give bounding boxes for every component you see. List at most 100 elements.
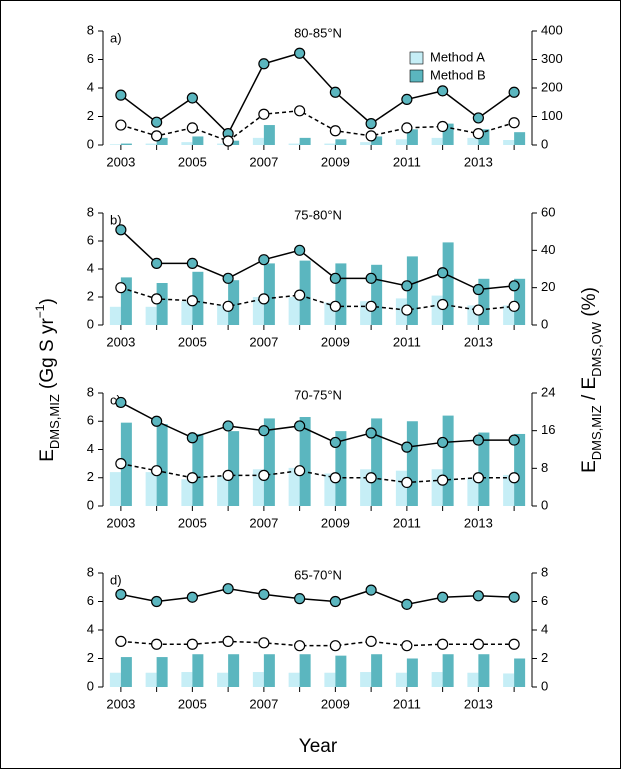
bar <box>145 306 157 325</box>
y2-tick-label: 300 <box>541 51 563 66</box>
marker <box>365 472 377 484</box>
bar <box>156 137 168 145</box>
marker <box>294 47 306 59</box>
bar <box>120 143 132 145</box>
y2-tick-label: 40 <box>541 242 555 257</box>
y-axis-label: EDMS,MIZ (Gg S yr−1) <box>33 298 62 462</box>
bar <box>406 658 418 687</box>
x-tick-label: 2003 <box>106 696 135 711</box>
panel-label: b) <box>110 212 122 227</box>
bar <box>288 143 300 145</box>
y-tick-label: 0 <box>87 316 94 331</box>
marker <box>329 436 341 449</box>
bar <box>252 672 264 687</box>
marker <box>437 120 449 133</box>
bar <box>120 277 132 325</box>
marker <box>258 293 270 305</box>
marker <box>151 465 163 477</box>
bar <box>263 654 275 687</box>
marker <box>294 593 306 605</box>
bar <box>395 139 407 145</box>
bar <box>156 283 168 325</box>
legend-label: Method A <box>430 49 485 64</box>
marker <box>258 254 270 266</box>
bar <box>228 140 240 145</box>
marker <box>437 436 449 449</box>
marker <box>472 128 484 140</box>
marker <box>508 280 520 292</box>
marker <box>222 272 234 284</box>
marker <box>115 458 127 470</box>
line <box>120 229 515 291</box>
y2-tick-label: 6 <box>541 593 548 608</box>
y-tick-label: 4 <box>87 441 94 456</box>
label-part: (Gg S yr <box>37 318 58 395</box>
panel-title: 70-75°N <box>294 387 342 402</box>
bar <box>371 136 383 145</box>
bar <box>299 654 311 687</box>
label-part: DMS,MIZ <box>589 405 604 460</box>
marker <box>401 598 413 610</box>
marker <box>186 92 198 104</box>
bar <box>395 298 407 325</box>
marker <box>222 635 234 648</box>
x-tick-label: 2011 <box>393 515 421 530</box>
bar <box>395 470 407 506</box>
bar <box>299 260 311 325</box>
x-tick-label: 2013 <box>464 334 493 349</box>
marker <box>365 130 377 142</box>
bar <box>431 295 443 325</box>
bar <box>431 672 443 687</box>
marker <box>365 635 377 648</box>
marker <box>437 591 449 603</box>
line <box>120 462 515 484</box>
x-tick-label: 2011 <box>393 334 421 349</box>
legend-swatch <box>409 69 424 83</box>
bar <box>109 472 121 506</box>
marker <box>472 590 484 602</box>
bar <box>217 143 229 145</box>
y-tick-label: 8 <box>87 564 94 579</box>
panel-label: d) <box>110 572 122 587</box>
y2-tick-label: 400 <box>541 22 563 37</box>
bar <box>478 432 490 506</box>
y2-tick-label: 4 <box>541 621 548 636</box>
bar <box>395 672 407 687</box>
bar <box>252 137 264 145</box>
marker <box>365 118 377 130</box>
bar <box>406 421 418 506</box>
x-tick-label: 2003 <box>106 154 135 169</box>
marker <box>472 472 484 484</box>
y-tick-label: 2 <box>87 469 94 484</box>
bar <box>431 137 443 145</box>
y-tick-label: 4 <box>87 260 94 275</box>
marker <box>115 282 127 294</box>
marker <box>437 267 449 279</box>
marker <box>401 280 413 292</box>
marker <box>151 293 163 305</box>
marker <box>222 135 234 147</box>
line <box>120 587 515 606</box>
label-part: ) <box>37 298 58 304</box>
bar <box>335 263 347 325</box>
y-tick-label: 0 <box>87 497 94 512</box>
marker <box>186 591 198 603</box>
y2-tick-label: 200 <box>541 79 563 94</box>
bar <box>478 278 490 325</box>
label-part: E <box>579 460 600 473</box>
bar <box>467 137 479 145</box>
x-tick-label: 2007 <box>249 334 278 349</box>
panel-label: c) <box>110 392 121 407</box>
bar <box>324 143 336 145</box>
x-tick-label: 2005 <box>178 515 207 530</box>
bar <box>503 305 515 325</box>
line <box>120 640 515 647</box>
bar <box>299 137 311 145</box>
y2-tick-label: 2 <box>541 650 548 665</box>
y2-tick-label: 24 <box>541 384 555 399</box>
marker <box>294 244 306 256</box>
bar <box>324 302 336 325</box>
bar <box>324 473 336 506</box>
y-tick-label: 8 <box>87 204 94 219</box>
